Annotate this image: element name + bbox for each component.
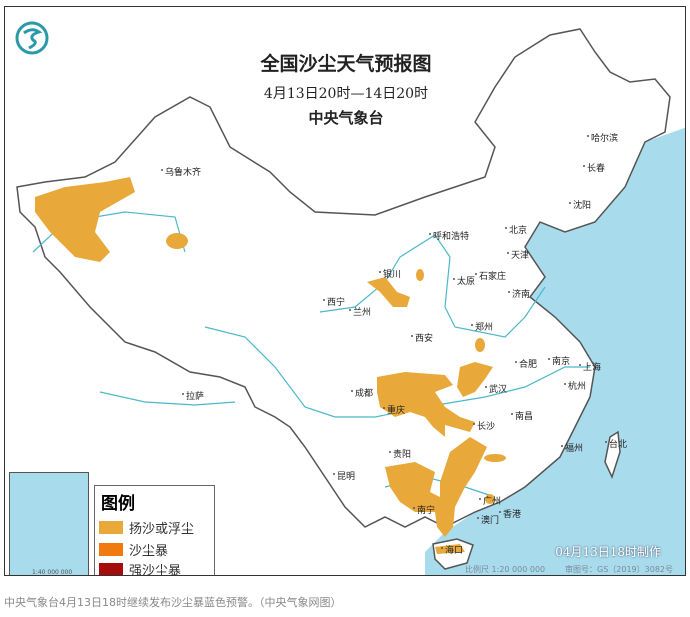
dust-area-hainan [435,544,465,554]
city-label: 福州 [560,441,583,454]
city-label: 济南 [507,287,530,300]
legend-swatch [99,521,123,534]
city-label: 成都 [350,386,373,399]
issuing-agency: 中央气象台 [308,109,384,127]
city-label: 昆明 [332,469,355,482]
dust-area-henan [475,338,485,352]
inset-scale: 1:40 000 000 [32,569,73,576]
city-label: 广州 [478,494,501,507]
city-label: 武汉 [484,382,507,395]
city-label: 沈阳 [568,198,591,211]
city-label: 杭州 [563,379,586,392]
city-label: 澳门 [476,513,499,526]
dust-area-hunan [484,454,506,462]
sea [425,127,685,575]
dust-forecast-map: 全国沙尘天气预报图 4月13日20时—14日20时 中央气象台 乌鲁木齐 哈尔滨… [4,6,686,576]
south-china-sea-inset: 1:40 000 000 [9,472,89,576]
city-label: 台北 [604,437,627,450]
city-label: 合肥 [514,357,537,370]
city-label: 重庆 [382,403,405,416]
city-label: 南京 [547,354,570,367]
china-land [16,28,671,570]
city-label: 银川 [378,267,401,280]
legend-item-blowing-dust: 扬沙或浮尘 [99,518,194,537]
city-label: 石家庄 [474,269,506,282]
city-label: 兰州 [348,305,371,318]
city-label: 香港 [498,507,521,520]
cma-logo-icon [15,21,49,55]
city-label: 乌鲁木齐 [160,165,201,178]
dust-area-ningxia [367,277,410,307]
dust-area-hubei [457,362,493,397]
forecast-period: 4月13日20时—14日20时 [263,86,429,102]
city-label: 南昌 [510,409,533,422]
city-label: 拉萨 [181,389,204,402]
image-caption: 中央气象台4月13日18时继续发布沙尘暴蓝色预警。（中央气象网图） [4,596,342,609]
city-label: 西宁 [322,295,345,308]
city-label: 北京 [504,223,527,236]
legend-item-sandstorm: 沙尘暴 [99,540,168,559]
city-label: 上海 [578,360,601,373]
dust-area-sichuan-hubei [377,372,475,437]
city-label: 长春 [582,161,605,174]
city-label: 长沙 [472,419,495,432]
map-canvas [16,28,685,575]
city-label: 西安 [410,331,433,344]
legend: 图例 扬沙或浮尘 沙尘暴 强沙尘暴 [94,485,215,575]
city-label: 天津 [506,248,529,261]
map-scale: 比例尺 1:20 000 000 [465,565,546,574]
city-label: 呼和浩特 [428,229,469,242]
production-time: 04月13日18时制作 [555,545,661,559]
dust-area-xinjiang-east [166,233,188,249]
map-approval-number: 审图号：GS（2019）3082号 [565,565,673,574]
city-label: 海口 [440,543,463,556]
map-title: 全国沙尘天气预报图 [260,53,432,75]
legend-swatch [99,543,123,556]
dust-area-guangxi-guangdong [385,437,487,537]
dust-area-guangzhou [485,494,495,504]
city-label: 贵阳 [388,447,411,460]
legend-title: 图例 [101,494,135,514]
city-label: 哈尔滨 [586,131,618,144]
dust-area-shaanxi [416,269,424,281]
city-label: 南宁 [412,503,435,516]
city-label: 太原 [452,274,475,287]
dust-areas [35,177,506,554]
dust-area-xinjiang [35,177,135,262]
city-label: 郑州 [470,320,493,333]
legend-swatch [99,563,123,575]
legend-item-severe-sandstorm: 强沙尘暴 [99,560,181,575]
